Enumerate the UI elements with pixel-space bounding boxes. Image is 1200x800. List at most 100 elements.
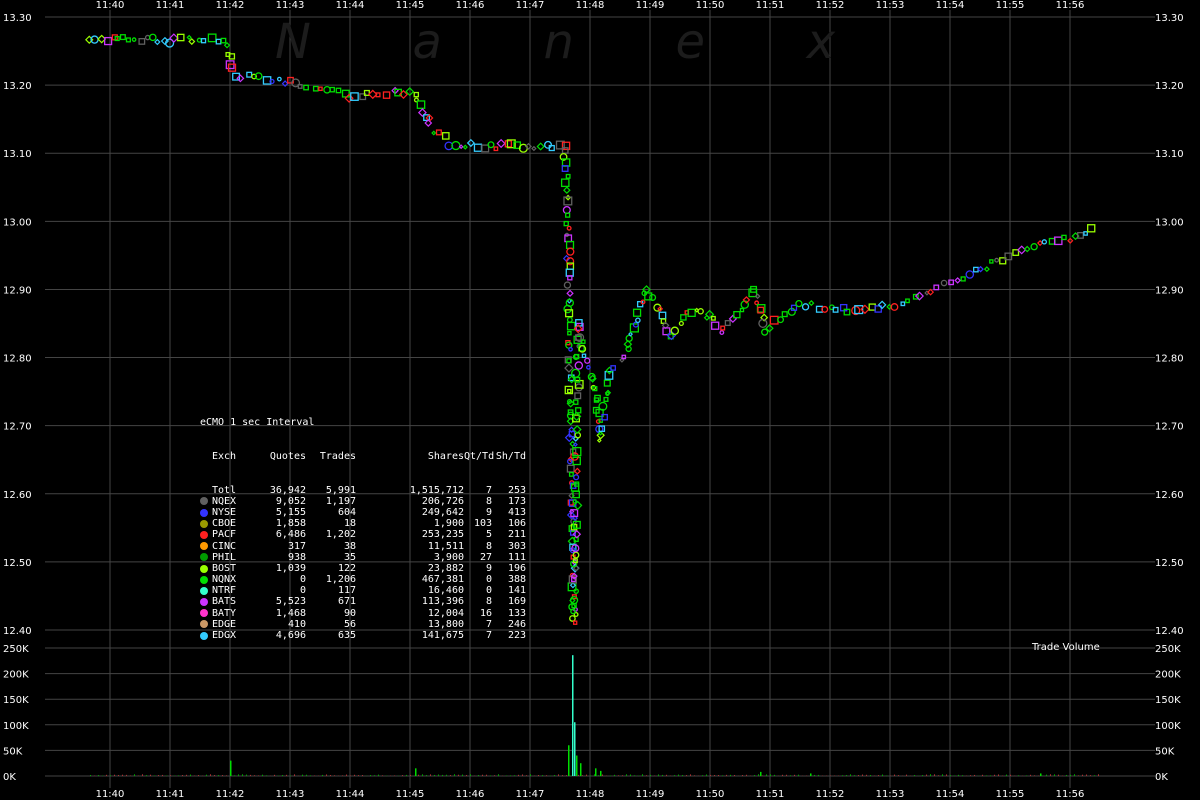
stats-row-cinc: CINC 317 38 11,511 8 303	[200, 541, 526, 552]
volume-bar	[970, 775, 971, 776]
x-tick-label-top: 11:42	[216, 0, 245, 11]
stats-cell-trades: 1,197	[325, 495, 356, 507]
quote-marker	[572, 564, 580, 572]
volume-bar	[186, 774, 187, 776]
volume-bar	[394, 775, 395, 776]
volume-bar	[294, 774, 295, 776]
volume-bar	[1026, 775, 1027, 776]
stats-cell-exch: CBOE	[212, 518, 237, 530]
quote-marker	[739, 307, 745, 313]
volume-bar	[350, 775, 351, 776]
stats-cell-sh-td: 196	[507, 562, 526, 574]
x-tick-label-top: 11:43	[276, 0, 305, 11]
stats-cell-exch: NYSE	[212, 506, 237, 518]
trade-marker	[584, 357, 591, 364]
exchange-swatch	[200, 631, 208, 640]
volume-bar	[986, 775, 987, 776]
trade-marker	[559, 152, 568, 161]
volume-bar	[110, 775, 111, 776]
volume-bar	[466, 774, 467, 776]
trade-marker	[254, 72, 263, 81]
trade-marker	[649, 293, 657, 301]
volume-bar	[358, 775, 359, 776]
trade-marker	[851, 305, 861, 316]
quote-marker	[565, 240, 575, 250]
quote-marker	[632, 308, 642, 317]
quote-marker	[781, 311, 788, 318]
quote-marker	[999, 257, 1007, 265]
volume-bar	[374, 775, 375, 776]
stats-cell-quotes: 5,155	[275, 506, 306, 518]
volume-spike	[574, 722, 576, 776]
price-tick-label-right: 12.40	[1155, 626, 1184, 637]
trade-marker	[566, 247, 575, 256]
volume-bar	[598, 775, 599, 776]
volume-tick-label-right: 100K	[1155, 721, 1181, 732]
price-tick-label-right: 12.80	[1155, 354, 1184, 365]
volume-tick-label-right: 200K	[1155, 670, 1181, 681]
exchange-swatch	[200, 508, 208, 517]
x-tick-label-bottom: 11:40	[96, 789, 125, 800]
volume-bar	[790, 775, 791, 776]
volume-bar	[702, 775, 703, 776]
stats-cell-qt-td: 9	[485, 506, 492, 518]
trade-marker	[570, 452, 579, 461]
stats-cell-trades: 38	[343, 540, 356, 552]
volume-bar	[182, 775, 183, 776]
x-tick-label-bottom: 11:50	[696, 789, 725, 800]
volume-spike	[230, 760, 232, 776]
x-tick-label-bottom: 11:48	[576, 789, 605, 800]
quote-marker	[598, 425, 606, 433]
quote-marker	[733, 311, 741, 319]
stats-row-edgx: EDGX 4,696 635 141,675 7 223	[200, 630, 526, 641]
quote-marker	[375, 92, 381, 98]
volume-bar	[1098, 774, 1099, 776]
trade-marker	[777, 316, 785, 324]
quote-marker	[572, 558, 578, 564]
volume-bar	[122, 774, 123, 776]
stats-header-row: Exch Quotes Trades Shares Qt/Td Sh/Td	[200, 451, 526, 462]
x-tick-label-bottom: 11:44	[336, 789, 365, 800]
stats-cell-sh-td: 133	[507, 607, 526, 619]
quote-marker	[566, 358, 572, 364]
trade-marker	[573, 611, 579, 618]
volume-bar	[250, 774, 251, 776]
quote-marker	[977, 265, 984, 273]
quote-marker	[561, 147, 569, 154]
x-tick-label-bottom: 11:42	[216, 789, 245, 800]
stats-cell-sh-td: 413	[507, 506, 526, 518]
volume-bar	[954, 775, 955, 776]
volume-bar	[662, 774, 663, 776]
stats-cell-trades: 604	[337, 506, 356, 518]
quote-marker	[1083, 231, 1088, 236]
quote-marker	[581, 353, 587, 359]
volume-bar	[262, 774, 263, 776]
stats-cell-shares: 249,642	[421, 506, 464, 518]
quote-marker	[169, 33, 179, 43]
stats-cell-quotes: 1,858	[275, 518, 306, 530]
volume-bar	[406, 774, 407, 776]
price-tick-label-right: 12.70	[1155, 422, 1184, 433]
quote-marker	[914, 291, 925, 301]
quote-marker	[769, 315, 779, 325]
volume-bar	[454, 774, 455, 776]
trade-marker	[678, 320, 684, 327]
stats-cell-qt-td: 9	[485, 562, 492, 574]
stats-cell-shares: 1,900	[433, 518, 464, 530]
trade-marker	[940, 279, 948, 287]
quote-marker	[604, 370, 614, 380]
stats-cell-quotes: 0	[299, 574, 306, 586]
volume-spike	[810, 773, 812, 776]
stats-cell-quotes: 36,942	[269, 484, 306, 496]
stats-cell-shares: 1,515,712	[409, 484, 464, 496]
volume-bar	[1082, 774, 1083, 776]
volume-spike	[572, 655, 574, 776]
volume-axis-label: Trade Volume	[1032, 642, 1100, 653]
quote-marker	[561, 141, 571, 151]
stats-cell-qt-td: 0	[485, 574, 492, 586]
volume-bar	[566, 775, 567, 776]
quote-marker	[188, 38, 196, 46]
price-tick-label-right: 12.90	[1155, 285, 1184, 296]
quote-marker	[1053, 236, 1063, 246]
trade-marker	[754, 300, 760, 306]
